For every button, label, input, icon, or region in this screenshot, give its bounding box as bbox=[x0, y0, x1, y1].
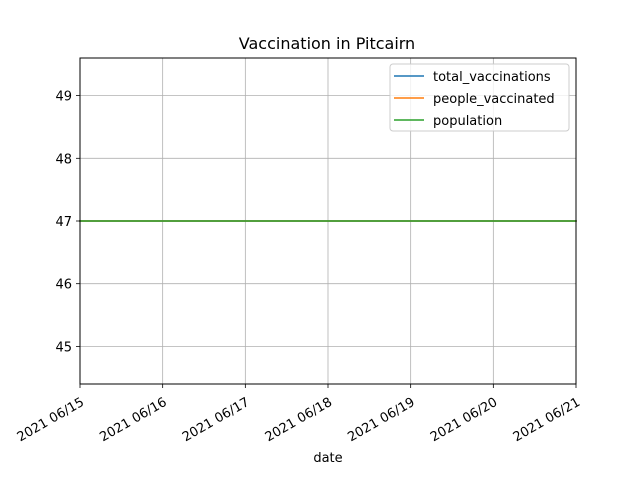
y-tick-label: 47 bbox=[55, 215, 72, 230]
legend: total_vaccinations people_vaccinatedpopul… bbox=[389, 63, 570, 132]
y-tick-label: 45 bbox=[55, 340, 72, 355]
x-axis-label: date bbox=[313, 451, 342, 466]
y-tick-label: 46 bbox=[55, 278, 72, 293]
legend-box bbox=[389, 63, 570, 132]
legend-label: total_vaccinations bbox=[433, 70, 551, 85]
y-tick-label: 48 bbox=[55, 152, 72, 167]
y-axis: 45 46 47 48 49 bbox=[55, 90, 80, 355]
chart-title: Vaccination in Pitcairn bbox=[239, 34, 415, 53]
y-tick-label: 49 bbox=[55, 90, 72, 105]
legend-label: population bbox=[433, 114, 502, 129]
legend-label: people_vaccinated bbox=[433, 92, 555, 107]
